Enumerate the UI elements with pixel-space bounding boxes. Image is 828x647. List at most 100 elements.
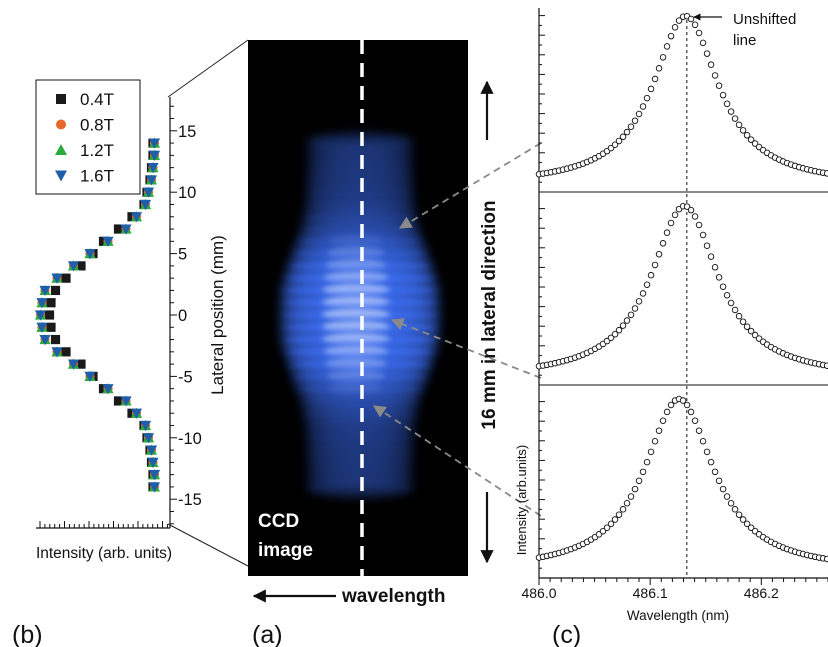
panel-label-c: (c) <box>552 621 581 647</box>
legend-label: 1.6T <box>80 167 114 186</box>
y-tick-label: 0 <box>178 307 187 325</box>
data-point <box>691 213 699 220</box>
data-point <box>639 103 647 110</box>
data-point <box>751 331 759 339</box>
legend-box <box>35 79 141 195</box>
data-point <box>687 15 695 23</box>
data-point <box>61 273 71 283</box>
data-point <box>699 231 707 239</box>
data-point <box>76 359 86 369</box>
data-point <box>707 253 715 260</box>
unshifted-annotation-line2: line <box>733 32 756 49</box>
y-tick-label: 15 <box>178 123 196 141</box>
data-point <box>743 323 751 330</box>
data-point <box>102 384 114 395</box>
data-point <box>683 203 691 210</box>
panel-c-y-ticks <box>539 15 545 579</box>
data-point <box>76 261 86 271</box>
data-point <box>631 305 639 312</box>
data-point <box>619 322 627 329</box>
ccd-emission-bands <box>279 133 441 497</box>
data-point <box>655 250 663 258</box>
connector-arrow-middle <box>390 318 542 379</box>
data-point <box>607 334 615 342</box>
zoom-line-top <box>167 39 249 98</box>
data-point <box>50 285 61 296</box>
panel-b-lateral-profile: -15 -10 -5 0 5 10 15 Lateral position (mm) Int… <box>34 79 227 562</box>
data-point <box>739 318 747 325</box>
ccd-label-line1: CCD <box>258 511 299 532</box>
data-point <box>148 470 161 481</box>
data-point <box>147 163 159 174</box>
data-point <box>147 457 159 468</box>
data-point <box>663 229 671 236</box>
data-point <box>120 396 132 407</box>
data-point <box>67 359 80 370</box>
data-point <box>113 396 124 406</box>
y-tick-label: -10 <box>178 430 202 448</box>
data-point <box>731 115 739 122</box>
data-point <box>611 516 619 523</box>
data-point <box>46 322 56 332</box>
data-point <box>727 500 735 507</box>
data-point <box>51 273 63 284</box>
data-point <box>46 298 56 308</box>
data-point <box>731 506 739 513</box>
data-point <box>735 511 743 518</box>
data-point <box>695 29 703 37</box>
data-point <box>651 261 659 269</box>
data-point <box>671 24 679 31</box>
data-point <box>39 285 51 297</box>
x-tick-label: 486.2 <box>744 585 779 601</box>
data-point <box>635 477 643 485</box>
data-point <box>671 211 679 219</box>
panel-b-y-ticks: -15 -10 -5 0 5 10 15 <box>170 105 202 525</box>
data-point <box>743 132 751 139</box>
data-point <box>723 493 731 500</box>
data-point <box>735 121 743 129</box>
data-point <box>683 401 691 409</box>
data-point <box>615 137 623 145</box>
data-point <box>703 242 711 249</box>
data-point <box>139 420 152 432</box>
data-point <box>643 458 651 466</box>
data-point <box>142 187 155 198</box>
data-point <box>599 527 607 535</box>
y-tick-label: -5 <box>178 368 193 386</box>
panel-c-spectra: 486.0 486.1 486.2 Unshifted line Wavelengt… <box>514 8 828 623</box>
data-point <box>735 312 743 320</box>
data-point <box>711 72 719 79</box>
panel-c-y-axis-label: Intensity (arb.units) <box>514 445 529 556</box>
data-point <box>723 100 731 108</box>
data-point <box>699 437 707 445</box>
data-point <box>699 39 707 47</box>
wavelength-label: wavelength <box>341 586 445 607</box>
data-point <box>36 298 48 309</box>
panel-c-spectral-profiles <box>535 12 828 563</box>
data-point <box>823 362 828 369</box>
data-point <box>145 445 158 456</box>
y-tick-label: 10 <box>178 184 196 202</box>
unshifted-annotation-line1: Unshifted <box>733 11 796 28</box>
zoom-line-bottom <box>167 523 249 567</box>
data-point <box>715 477 723 485</box>
data-point <box>679 397 687 404</box>
data-point <box>655 427 663 434</box>
data-point <box>719 91 727 99</box>
lateral-direction-label: 16 mm in lateral direction <box>479 200 500 429</box>
panel-label-b: (b) <box>12 621 43 647</box>
data-point <box>611 141 619 148</box>
data-point <box>715 274 723 281</box>
data-point <box>691 417 699 424</box>
data-point <box>619 506 627 513</box>
data-point <box>67 261 80 272</box>
panel-c-x-ticks: 486.0 486.1 486.2 <box>521 578 828 601</box>
data-point <box>84 371 96 382</box>
data-point <box>695 427 703 434</box>
data-point <box>50 334 61 345</box>
data-point <box>711 468 719 476</box>
data-point <box>675 17 683 24</box>
panel-b-x-axis-label: Intensity (arb. units) <box>36 545 172 562</box>
data-point <box>148 482 161 493</box>
data-point <box>631 485 639 493</box>
